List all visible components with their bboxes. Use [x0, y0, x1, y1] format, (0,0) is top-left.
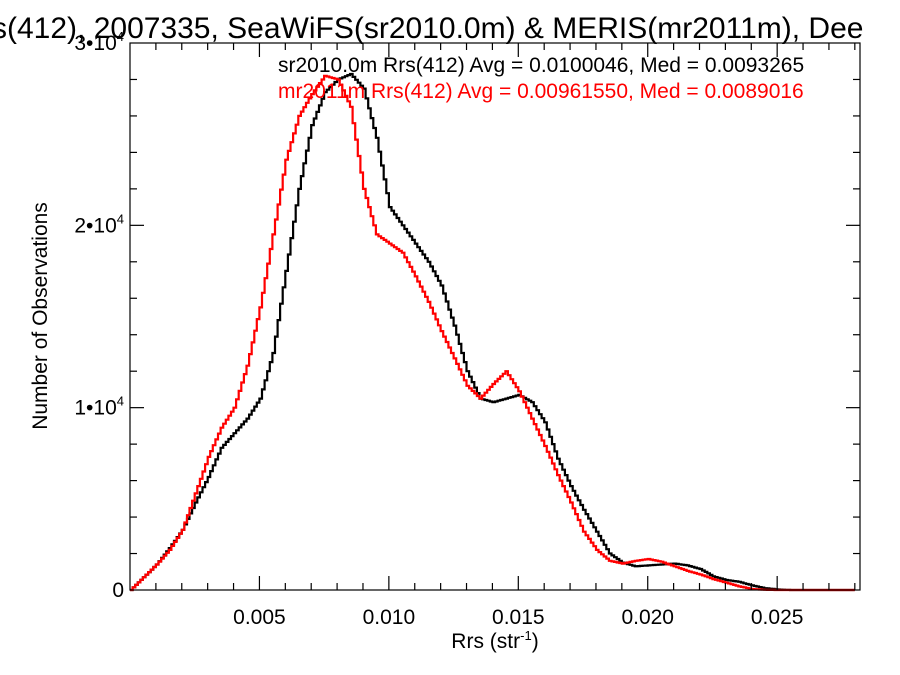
x-tick-label-1: 0.010 — [363, 606, 416, 629]
legend-entry-meris: mr2011m Rrs(412) Avg = 0.00961550, Med =… — [278, 80, 804, 103]
y-tick-label-0: 0 — [112, 579, 124, 602]
series-line-0 — [130, 72, 855, 592]
legend-entry-seawifs: sr2010.0m Rrs(412) Avg = 0.0100046, Med … — [278, 54, 804, 77]
y-tick-label-2: 2•104 — [74, 211, 124, 237]
x-tick-label-4: 0.025 — [751, 606, 804, 629]
y-tick-label-1: 1•104 — [74, 394, 124, 420]
y-axis-label: Number of Observations — [29, 202, 52, 430]
plot-area: 0.005 0.010 0.015 0.020 0.025 0 1•104 2•104 3•10… — [74, 29, 861, 629]
x-axis-label-superscript: -1 — [520, 628, 532, 643]
legend: sr2010.0m Rrs(412) Avg = 0.0100046, Med … — [278, 54, 804, 103]
x-tick-label-0: 0.005 — [233, 606, 286, 629]
x-tick-label-2: 0.015 — [492, 606, 545, 629]
x-tick-label-3: 0.020 — [621, 606, 674, 629]
x-axis-label-close: ) — [532, 630, 539, 653]
plot-frame — [129, 42, 861, 591]
series-line-1 — [130, 74, 855, 592]
y-tick-label-3: 3•104 — [74, 29, 124, 55]
x-axis-label: Rrs (str-1) — [451, 628, 538, 653]
x-axis-label-main: Rrs (str — [451, 630, 520, 653]
chart-title: s(412), 2007335, SeaWiFS(sr2010.0m) & ME… — [0, 12, 863, 45]
